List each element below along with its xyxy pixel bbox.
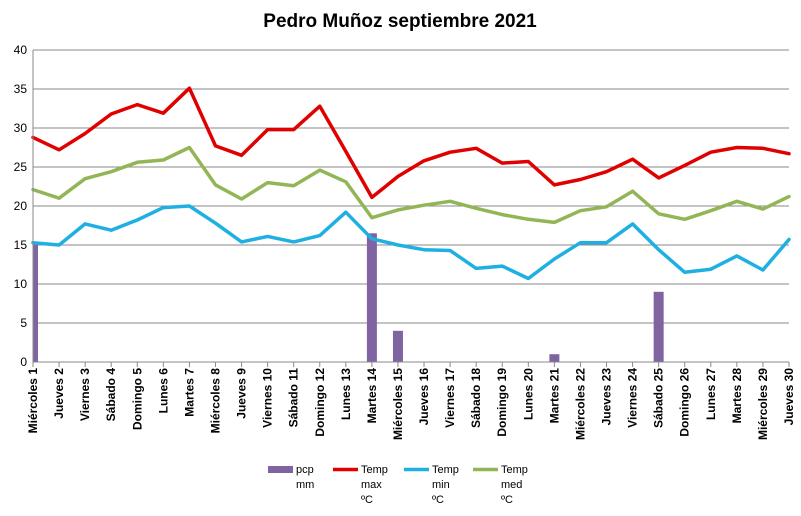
pcp-bar <box>549 354 560 362</box>
x-tick-label: Sábado 18 <box>469 368 483 428</box>
x-tick-label: Miércoles 8 <box>208 368 222 434</box>
legend-label: ºC <box>501 494 513 506</box>
x-tick-label: Jueves 30 <box>782 368 796 426</box>
legend: pcp mm Temp max ºC Temp min ºC Temp med ºC <box>268 464 528 506</box>
pcp-bar <box>653 291 664 362</box>
x-axis-ticks: Miércoles 1 Jueves 2 Viernes 3 Sábado 4 Domi… <box>26 368 796 440</box>
x-tick-label: Lunes 13 <box>339 368 353 420</box>
x-tick-label: Miércoles 22 <box>573 368 587 440</box>
pcp-bar <box>366 233 377 362</box>
x-tick-label: Viernes 24 <box>626 368 640 428</box>
y-tick-label: 15 <box>14 238 28 252</box>
y-tick-label: 30 <box>14 121 28 135</box>
x-tick-label: Jueves 2 <box>52 368 66 419</box>
x-tick-label: Jueves 23 <box>600 368 614 426</box>
x-tick-label: Viernes 10 <box>261 368 275 428</box>
x-tick-label: Viernes 3 <box>78 368 92 421</box>
legend-label: mm <box>296 479 314 491</box>
legend-label: Temp <box>432 464 459 476</box>
x-tick-label: Domingo 12 <box>313 368 327 437</box>
x-tick-label: Domingo 5 <box>130 368 144 430</box>
x-tick-label: Martes 28 <box>730 368 744 424</box>
legend-label: max <box>361 479 382 491</box>
x-tick-label: Miércoles 15 <box>391 368 405 440</box>
x-tick-label: Domingo 26 <box>678 368 692 437</box>
y-tick-label: 35 <box>14 82 28 96</box>
x-tick-label: Jueves 16 <box>417 368 431 426</box>
x-tick-label: Martes 21 <box>547 368 561 424</box>
legend-label: ºC <box>432 494 444 506</box>
x-tick-label: Sábado 4 <box>104 368 118 422</box>
x-tick-label: Sábado 11 <box>287 368 301 428</box>
y-tick-label: 20 <box>14 199 28 213</box>
temperature-lines <box>31 86 791 281</box>
y-tick-label: 10 <box>14 277 28 291</box>
x-tick-label: Sábado 25 <box>652 368 666 428</box>
precipitation-bars <box>33 233 664 362</box>
pcp-bar <box>392 330 403 362</box>
x-tick-label: Martes 7 <box>182 368 196 417</box>
x-tick-label: Lunes 20 <box>521 368 535 420</box>
series-line-3 <box>31 145 791 225</box>
y-tick-label: 5 <box>20 316 27 330</box>
x-tick-label: Lunes 27 <box>704 368 718 420</box>
y-tick-label: 40 <box>14 43 28 57</box>
series-line-2 <box>31 204 791 281</box>
x-tick-label: Lunes 6 <box>156 368 170 414</box>
x-tick-label: Martes 14 <box>365 368 379 424</box>
legend-label: pcp <box>296 464 314 476</box>
legend-label: med <box>501 479 522 491</box>
x-tick-label: Viernes 17 <box>443 368 457 428</box>
legend-label: Temp <box>361 464 388 476</box>
legend-label: ºC <box>361 494 373 506</box>
series-line-1 <box>31 86 791 200</box>
legend-swatch <box>268 466 293 473</box>
legend-label: Temp <box>501 464 528 476</box>
x-tick-label: Miércoles 1 <box>26 368 40 434</box>
x-tick-label: Jueves 9 <box>235 368 249 419</box>
pcp-bar <box>33 243 38 362</box>
axes <box>32 50 790 367</box>
y-tick-label: 25 <box>14 160 28 174</box>
x-tick-label: Domingo 19 <box>495 368 509 437</box>
x-tick-label: Miércoles 29 <box>756 368 770 440</box>
y-axis-ticks: 0 5 10 15 20 25 30 35 40 <box>14 43 28 369</box>
legend-label: min <box>432 479 450 491</box>
y-tick-label: 0 <box>20 355 27 369</box>
chart-title: Pedro Muñoz septiembre 2021 <box>263 11 537 32</box>
